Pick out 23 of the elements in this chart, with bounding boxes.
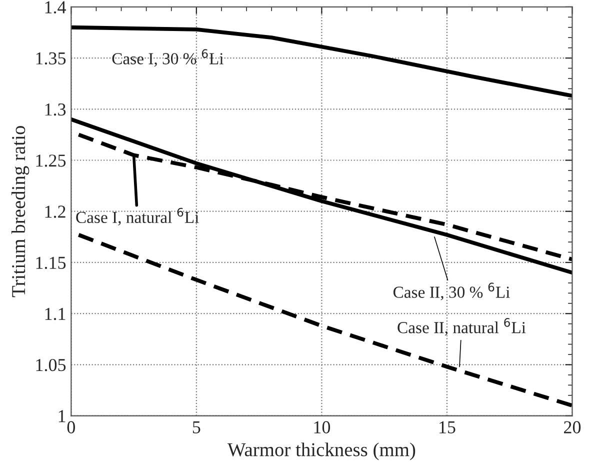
annotation: Case I, natural $^{6}$Li <box>76 208 199 226</box>
line-series <box>76 232 572 408</box>
y-tick-label: 1.05 <box>36 358 66 372</box>
line-series <box>71 25 572 98</box>
x-tick-label: 15 <box>440 421 456 434</box>
y-tick-label: 1.15 <box>36 256 66 269</box>
x-tick-label: 5 <box>192 421 200 434</box>
y-tick-label: 1.3 <box>45 103 66 116</box>
y-tick-label: 1.4 <box>45 1 66 14</box>
x-tick-label: 10 <box>314 421 330 434</box>
y-tick-label: 1.25 <box>36 154 66 167</box>
y-tick-label: 1 <box>58 410 66 422</box>
annotation: Case II, natural $^{6}$Li <box>398 318 526 336</box>
y-tick-label: 1.2 <box>45 206 66 218</box>
y-tick-label: 1.35 <box>36 52 66 65</box>
line-series <box>71 117 572 275</box>
y-tick-label: 1.1 <box>45 308 66 320</box>
x-tick-label: 0 <box>67 421 75 434</box>
annotation: Case I, 30 % $^{6}$Li <box>112 49 224 67</box>
x-tick-label: 20 <box>564 421 581 434</box>
annotation: Case II, 30 % $^{6}$Li <box>393 282 510 300</box>
y-axis-title: Tritium breeding ratio <box>11 126 30 298</box>
x-axis-title: Warmor thickness (mm) <box>227 442 416 460</box>
